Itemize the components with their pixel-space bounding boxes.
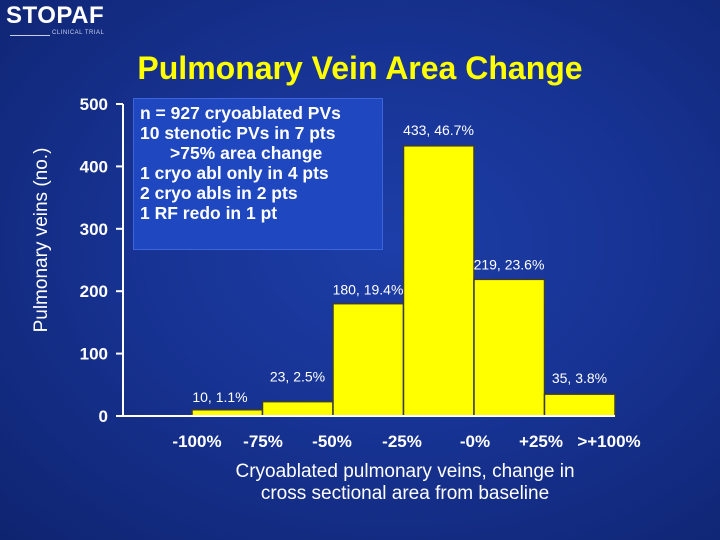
x-category-label: +25% xyxy=(519,432,563,451)
y-tick-label: 0 xyxy=(99,407,108,426)
note-line: 1 RF redo in 1 pt xyxy=(140,203,278,223)
x-axis-label-line: Cryoablated pulmonary veins, change in xyxy=(235,461,575,482)
x-category-label: >+100% xyxy=(577,432,640,451)
y-tick-label: 300 xyxy=(80,220,108,239)
y-tick-label: 500 xyxy=(80,95,108,114)
x-axis-label-line: cross sectional area from baseline xyxy=(260,483,550,504)
logo-subtext: CLINICAL TRIAL xyxy=(52,30,105,36)
data-label: 10, 1.1% xyxy=(192,389,247,405)
bar xyxy=(473,278,546,417)
logo-text: STOPAF xyxy=(6,2,105,29)
data-label: 180, 19.4% xyxy=(333,282,404,298)
data-label: 433, 46.7% xyxy=(403,122,474,138)
logo-underline xyxy=(10,35,50,36)
note-line: n = 927 cryoablated PVs xyxy=(140,103,341,123)
note-line: 10 stenotic PVs in 7 pts xyxy=(140,123,336,143)
x-axis-label: Cryoablated pulmonary veins, change in c… xyxy=(160,461,650,505)
data-label: 23, 2.5% xyxy=(270,369,325,385)
x-category-label: -25% xyxy=(382,432,422,451)
note-line: 2 cryo abls in 2 pts xyxy=(140,183,298,203)
x-category-label: -0% xyxy=(460,432,490,451)
y-tick-label: 200 xyxy=(80,282,108,301)
note-line: 1 cryo abl only in 4 pts xyxy=(140,163,329,183)
bar xyxy=(332,302,405,417)
note-line: >75% area change xyxy=(170,143,323,163)
chart-title: Pulmonary Vein Area Change xyxy=(137,50,583,86)
bar xyxy=(543,393,616,417)
x-category-label: -100% xyxy=(172,432,221,451)
bar xyxy=(402,145,475,417)
x-category-label: -50% xyxy=(312,432,352,451)
data-label: 219, 23.6% xyxy=(474,256,545,272)
y-tick-label: 400 xyxy=(80,157,108,176)
data-label: 35, 3.8% xyxy=(552,370,607,386)
y-tick-label: 100 xyxy=(80,345,108,364)
stopaf-logo: STOPAF CLINICAL TRIAL xyxy=(6,2,106,42)
bar xyxy=(261,400,334,417)
summary-note-box: n = 927 cryoablated PVs 10 stenotic PVs … xyxy=(133,98,383,250)
x-category-label: -75% xyxy=(243,432,283,451)
